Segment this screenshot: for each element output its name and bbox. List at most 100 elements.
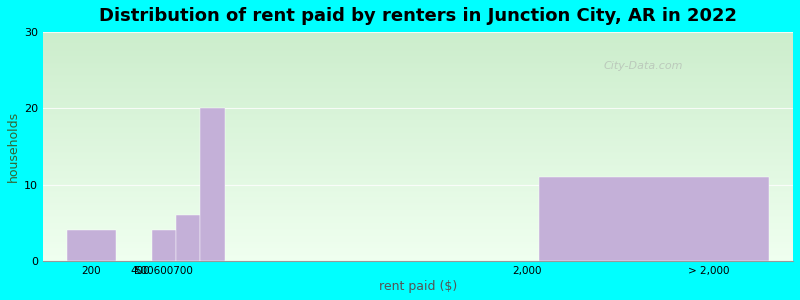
- Bar: [43, 141, 793, 142]
- Bar: [43, 100, 793, 101]
- Bar: [43, 49, 793, 50]
- Bar: [43, 66, 793, 68]
- Bar: [43, 244, 793, 245]
- Bar: [43, 111, 793, 112]
- Bar: [43, 237, 793, 238]
- Bar: [43, 109, 793, 110]
- Bar: [43, 129, 793, 130]
- Bar: [43, 260, 793, 261]
- Bar: [43, 219, 793, 220]
- Bar: [43, 221, 793, 222]
- Bar: [43, 159, 793, 160]
- Bar: [43, 130, 793, 132]
- Bar: [43, 124, 793, 125]
- Bar: [43, 77, 793, 78]
- Bar: [43, 62, 793, 63]
- Bar: [43, 151, 793, 152]
- Bar: [43, 248, 793, 250]
- Bar: [43, 163, 793, 164]
- Bar: [43, 157, 793, 158]
- Bar: [43, 205, 793, 206]
- Bar: [43, 199, 793, 200]
- Bar: [43, 101, 793, 102]
- Bar: [43, 243, 793, 244]
- Bar: [43, 156, 793, 157]
- Bar: [43, 90, 793, 92]
- Bar: [43, 215, 793, 216]
- Bar: [43, 144, 793, 145]
- Bar: [43, 92, 793, 93]
- Bar: [43, 88, 793, 89]
- Bar: [43, 253, 793, 254]
- Bar: [43, 71, 793, 72]
- Bar: [43, 229, 793, 230]
- Bar: [43, 252, 793, 253]
- Bar: [43, 97, 793, 98]
- Bar: [200, 108, 225, 261]
- Bar: [43, 230, 793, 231]
- Bar: [43, 204, 793, 205]
- Bar: [43, 137, 793, 139]
- Text: City-Data.com: City-Data.com: [603, 61, 683, 71]
- Bar: [43, 168, 793, 169]
- Bar: [43, 136, 793, 137]
- Bar: [43, 120, 793, 122]
- Bar: [43, 211, 793, 212]
- Bar: [43, 149, 793, 150]
- Bar: [43, 82, 793, 84]
- Bar: [43, 65, 793, 66]
- Bar: [43, 256, 793, 258]
- Bar: [43, 247, 793, 248]
- Bar: [43, 61, 793, 62]
- Bar: [43, 216, 793, 217]
- Bar: [43, 184, 793, 185]
- Bar: [43, 106, 793, 108]
- Bar: [43, 34, 793, 35]
- Bar: [43, 143, 793, 144]
- Bar: [43, 176, 793, 178]
- Bar: [43, 102, 793, 103]
- Bar: [43, 227, 793, 228]
- Bar: [43, 238, 793, 239]
- Bar: [43, 212, 793, 213]
- Bar: [43, 126, 793, 127]
- Bar: [43, 224, 793, 226]
- Bar: [43, 180, 793, 181]
- Bar: [43, 69, 793, 70]
- Bar: [43, 50, 793, 52]
- Bar: [43, 33, 793, 34]
- Bar: [43, 122, 793, 124]
- Bar: [43, 152, 793, 153]
- Bar: [43, 200, 793, 202]
- Bar: [43, 218, 793, 219]
- Bar: [43, 146, 793, 148]
- Bar: [43, 110, 793, 111]
- Bar: [43, 148, 793, 149]
- Bar: [43, 190, 793, 191]
- Bar: [43, 161, 793, 163]
- Bar: [43, 127, 793, 128]
- Bar: [43, 64, 793, 65]
- Bar: [43, 165, 793, 166]
- Bar: [43, 255, 793, 256]
- Bar: [43, 68, 793, 69]
- Bar: [43, 135, 793, 136]
- Bar: [43, 228, 793, 229]
- Bar: [539, 177, 769, 261]
- Bar: [43, 98, 793, 100]
- Bar: [43, 46, 793, 47]
- Bar: [43, 175, 793, 176]
- Bar: [43, 87, 793, 88]
- Bar: [43, 94, 793, 95]
- Bar: [43, 174, 793, 175]
- Bar: [43, 35, 793, 37]
- Bar: [43, 198, 793, 199]
- Bar: [43, 38, 793, 39]
- Bar: [43, 239, 793, 240]
- Bar: [43, 158, 793, 159]
- Bar: [43, 37, 793, 38]
- Bar: [43, 189, 793, 190]
- Bar: [43, 154, 793, 156]
- Bar: [43, 196, 793, 197]
- Bar: [43, 206, 793, 207]
